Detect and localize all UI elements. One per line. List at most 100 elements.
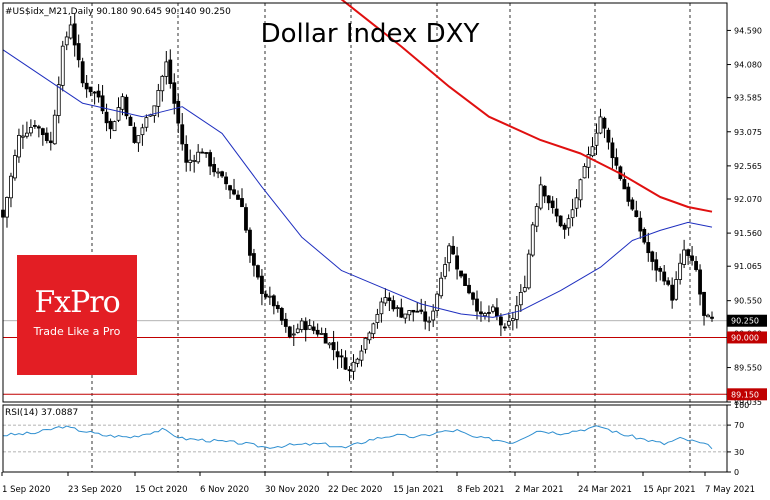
candle-body <box>646 242 651 254</box>
price-tick-label: 94.080 <box>734 61 762 70</box>
candle-body <box>498 316 503 326</box>
candle-body <box>64 36 69 46</box>
price-tick-label: 89.035 <box>734 398 762 407</box>
candle-body <box>72 23 77 46</box>
candle-body <box>355 358 360 364</box>
candle-body <box>463 273 467 286</box>
candle-body <box>287 326 292 337</box>
candle-body <box>347 369 352 372</box>
candle-body <box>403 313 408 319</box>
candle-body <box>471 292 475 300</box>
panel-frames <box>2 2 728 473</box>
candle-body <box>184 143 189 163</box>
candle-body <box>28 126 33 134</box>
candle-body <box>164 61 169 77</box>
candle-body <box>307 325 312 330</box>
candle-body <box>407 310 412 316</box>
candle-body <box>574 197 579 209</box>
candle-body <box>475 298 479 312</box>
candle-body <box>415 310 420 313</box>
candle-body <box>17 135 21 158</box>
time-tick-label: 15 Jan 2021 <box>393 485 444 495</box>
time-tick-label: 22 Dec 2020 <box>328 485 382 495</box>
candle-body <box>419 309 424 312</box>
candle-body <box>160 75 165 92</box>
candle-body <box>610 142 615 159</box>
candle-body <box>128 116 133 126</box>
candle-body <box>44 132 49 141</box>
price-tag-box <box>727 331 767 344</box>
candle-body <box>240 198 244 208</box>
candle-body <box>327 342 332 346</box>
candle-body <box>598 116 603 134</box>
candle-body <box>447 245 452 264</box>
candle-body <box>263 293 268 298</box>
candle-body <box>578 179 583 201</box>
candle-body <box>200 151 205 154</box>
candle-body <box>686 249 691 256</box>
candle-body <box>40 128 45 136</box>
candle-body <box>52 114 57 145</box>
candle-body <box>351 361 356 372</box>
time-tick-label: 23 Sep 2020 <box>68 485 122 495</box>
candle-body <box>108 120 113 130</box>
price-panel-frame <box>2 2 728 403</box>
price-tick-label: 89.550 <box>734 364 762 373</box>
ma-blue-line <box>2 49 713 318</box>
candle-body <box>311 326 316 331</box>
price-tick-label: 94.590 <box>734 26 762 35</box>
candle-body <box>295 328 300 333</box>
candle-body <box>674 279 679 300</box>
candle-body <box>666 280 671 285</box>
candle-body <box>694 261 698 270</box>
logo-name: FxPro <box>34 285 120 320</box>
candle-body <box>236 194 240 200</box>
candle-body <box>168 59 173 85</box>
candle-body <box>375 314 380 323</box>
candle-body <box>56 84 61 116</box>
chart-title: Dollar Index DXY <box>261 19 480 49</box>
candle-body <box>271 295 276 307</box>
moving-averages <box>2 0 713 318</box>
price-tag-box <box>727 388 767 401</box>
candle-body <box>530 224 535 256</box>
candle-body <box>371 323 376 335</box>
candle-body <box>606 129 611 143</box>
candle-body <box>76 43 81 61</box>
candle-body <box>514 305 519 320</box>
candle-body <box>112 121 117 132</box>
candle-body <box>534 206 539 227</box>
candle-body <box>212 164 217 173</box>
logo-tagline: Trade Like a Pro <box>33 325 121 338</box>
candle-body <box>566 218 571 229</box>
candle-body <box>614 157 619 166</box>
candle-body <box>670 284 675 301</box>
candle-body <box>224 176 228 185</box>
time-tick-label: 15 Apr 2021 <box>643 485 696 495</box>
candle-body <box>411 309 416 313</box>
candle-body <box>343 357 348 370</box>
candle-body <box>120 96 125 110</box>
candle-body <box>275 304 280 310</box>
candle-body <box>152 105 157 116</box>
candle-body <box>92 91 97 94</box>
candle-body <box>319 333 324 335</box>
candle-body <box>423 311 428 322</box>
candle-body <box>590 146 595 157</box>
candle-body <box>483 313 487 317</box>
candle-body <box>586 154 591 168</box>
price-tick-label: 91.560 <box>734 229 762 238</box>
candle-body <box>526 253 531 289</box>
candle-body <box>467 284 471 294</box>
candle-body <box>455 255 459 270</box>
candle-body <box>518 291 523 306</box>
candle-body <box>487 312 491 314</box>
price-tags: 90.250 90.000 89.150 <box>727 314 767 401</box>
candle-body <box>188 159 193 163</box>
time-tick-label: 6 Nov 2020 <box>200 485 249 495</box>
candle-body <box>650 251 655 262</box>
candle-body <box>80 61 85 84</box>
candle-body <box>391 300 396 310</box>
candle-body <box>32 125 37 127</box>
candle-body <box>323 333 328 344</box>
